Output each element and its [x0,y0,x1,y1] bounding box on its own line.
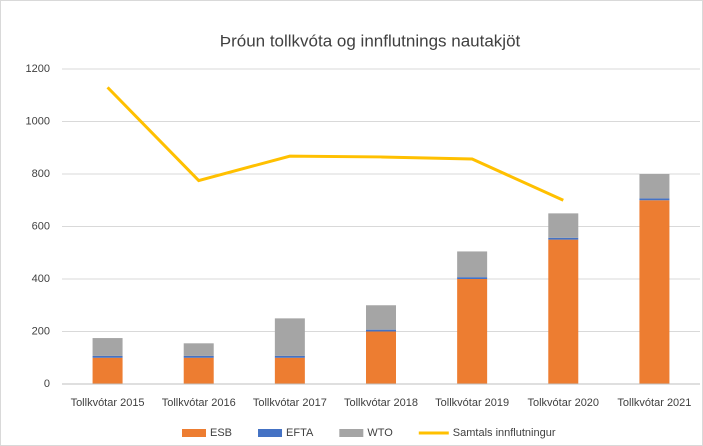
y-tick-label: 800 [32,168,50,180]
bar-segment [274,318,305,356]
bar-segment [457,251,488,278]
bar-segment [457,277,488,279]
bar-segment [366,329,396,332]
y-tick-label: 1200 [26,63,50,75]
legend-label: Samtals innflutningur [453,427,556,439]
y-tick-label: 600 [32,220,50,232]
x-tick-label: Tollkvótar 2017 [253,397,327,409]
y-tick-label: 0 [44,378,50,390]
chart-title: Þróun tollkvóta og innflutnings nautakjö… [220,31,521,50]
bar-segment [639,198,670,201]
legend-label: EFTA [286,427,314,439]
line-series [106,86,564,202]
bar-segment [92,338,123,356]
x-tick-label: Tollkvótar 2019 [435,397,509,409]
bar-segment [366,331,396,384]
x-tick-label: Tolkvótar 2020 [528,397,600,409]
bar-segment [548,237,579,240]
x-tick-label: Tollkvótar 2015 [71,397,145,409]
bar-segment [548,239,579,384]
legend-label: ESB [210,427,232,439]
bar-segment [92,355,123,358]
bar-segment [457,279,488,384]
legend-label: WTO [367,427,393,439]
y-tick-label: 400 [32,273,50,285]
x-tick-label: Tollkvótar 2016 [162,397,236,409]
bar-segment [183,355,214,358]
bar-segment [92,357,123,384]
bar-segment [639,174,670,199]
bar-segment [183,357,214,384]
bar-segment [548,213,579,238]
bar-segment [639,200,670,384]
x-tick-label: Tollkvótar 2021 [617,397,691,409]
y-tick-label: 200 [32,325,50,337]
y-tick-label: 1000 [26,115,50,127]
bar-segment [183,343,214,356]
bar-segment [274,357,305,384]
legend-swatch [258,429,283,437]
legend-swatch [339,429,364,437]
x-tick-label: Tollkvótar 2018 [344,397,418,409]
legend-swatch [182,429,206,437]
bar-segment [366,305,396,330]
bar-segment [274,355,305,358]
